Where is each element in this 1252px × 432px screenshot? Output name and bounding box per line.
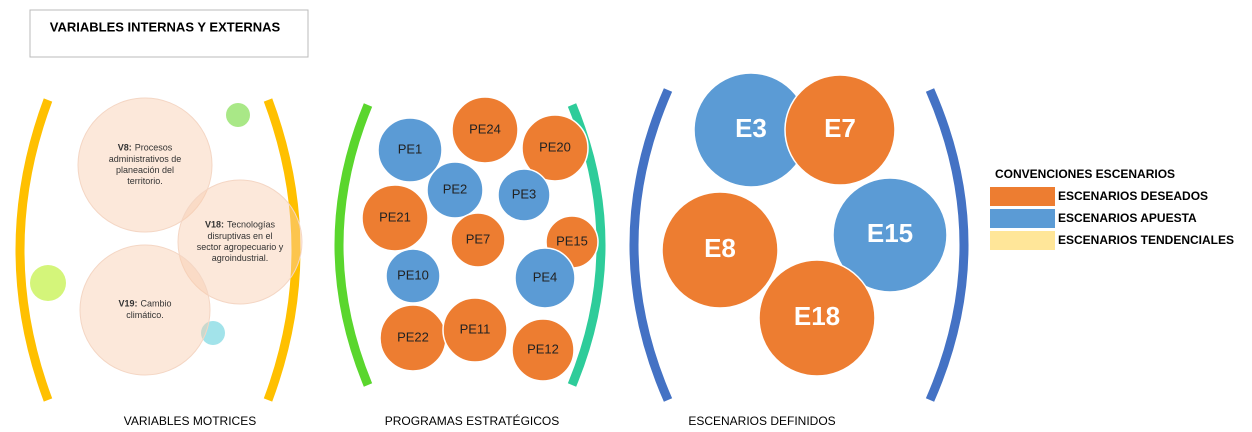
program-label: PE15: [556, 233, 588, 248]
legend-swatch: [990, 187, 1055, 206]
program-circle: [385, 248, 441, 304]
program-label: PE11: [460, 321, 491, 336]
variable-text: V8: Procesos: [118, 143, 173, 153]
scenario-label: E8: [704, 233, 736, 263]
variable-code: V19:: [118, 299, 137, 309]
variable-code: V18:: [205, 220, 224, 230]
variable-circle: [79, 244, 211, 376]
program-label: PE7: [466, 231, 491, 246]
program-circle: [377, 117, 443, 183]
bracket: [629, 88, 673, 402]
program-label: PE21: [379, 209, 411, 224]
variable-line: territorio.: [127, 176, 163, 186]
variable-circle: [77, 97, 213, 233]
program-label: PE10: [397, 267, 429, 282]
program-circle: [521, 114, 589, 182]
scenario-label: E18: [794, 301, 840, 331]
program-label: PE12: [527, 341, 559, 356]
title-box: [29, 9, 309, 58]
program-label: PE22: [397, 329, 429, 344]
scenario-label: E3: [735, 113, 767, 143]
program-circle: [514, 247, 576, 309]
program-circle: [511, 318, 575, 382]
scenario-circle: [784, 74, 896, 186]
program-label: PE24: [469, 121, 501, 136]
legend-swatch: [990, 209, 1055, 228]
variable-text: V19: Cambio: [118, 299, 171, 309]
program-circle: [497, 168, 551, 222]
variable-line: Cambio: [141, 299, 172, 309]
legend-label: ESCENARIOS APUESTA: [1058, 211, 1197, 225]
program-circle: [450, 212, 506, 268]
scenario-circle: [832, 177, 948, 293]
variable-line: administrativos de: [109, 154, 182, 164]
section-label: VARIABLES MOTRICES: [124, 414, 256, 428]
scenario-circle: [758, 259, 876, 377]
program-circle: [361, 184, 429, 252]
scenario-label: E15: [867, 218, 913, 248]
variable-code: V8:: [118, 143, 132, 153]
program-label: PE1: [398, 141, 423, 156]
variable-line: agroindustrial.: [212, 253, 269, 263]
program-circle: [451, 96, 519, 164]
variable-line: Tecnologías: [227, 220, 276, 230]
bracket: [334, 103, 373, 387]
variable-circle: [177, 179, 303, 305]
variable-text: V18: Tecnologías: [205, 220, 276, 230]
bracket: [15, 98, 53, 402]
program-label: PE3: [512, 186, 537, 201]
bracket: [263, 98, 301, 402]
title: VARIABLES INTERNAS Y EXTERNAS: [50, 19, 281, 34]
variable-line: sector agropecuario y: [197, 242, 284, 252]
scenario-label: E7: [824, 113, 856, 143]
program-circle: [442, 297, 508, 363]
program-label: PE4: [533, 269, 558, 284]
dot: [226, 103, 250, 127]
section-label: ESCENARIOS DEFINIDOS: [688, 414, 835, 428]
dot: [201, 321, 225, 345]
legend-title: CONVENCIONES ESCENARIOS: [995, 167, 1175, 181]
section-label: PROGRAMAS ESTRATÉGICOS: [385, 413, 559, 428]
scenario-circle: [661, 191, 779, 309]
variable-line: disruptivas en el: [207, 231, 272, 241]
bracket: [925, 88, 969, 402]
legend-swatch: [990, 231, 1055, 250]
program-circle: [426, 161, 484, 219]
variable-line: climático.: [126, 310, 164, 320]
program-label: PE20: [539, 139, 571, 154]
variable-line: Procesos: [135, 143, 173, 153]
dot: [30, 265, 66, 301]
legend-label: ESCENARIOS DESEADOS: [1058, 189, 1208, 203]
legend-label: ESCENARIOS TENDENCIALES: [1058, 233, 1234, 247]
program-label: PE2: [443, 181, 468, 196]
variable-line: planeación del: [116, 165, 174, 175]
